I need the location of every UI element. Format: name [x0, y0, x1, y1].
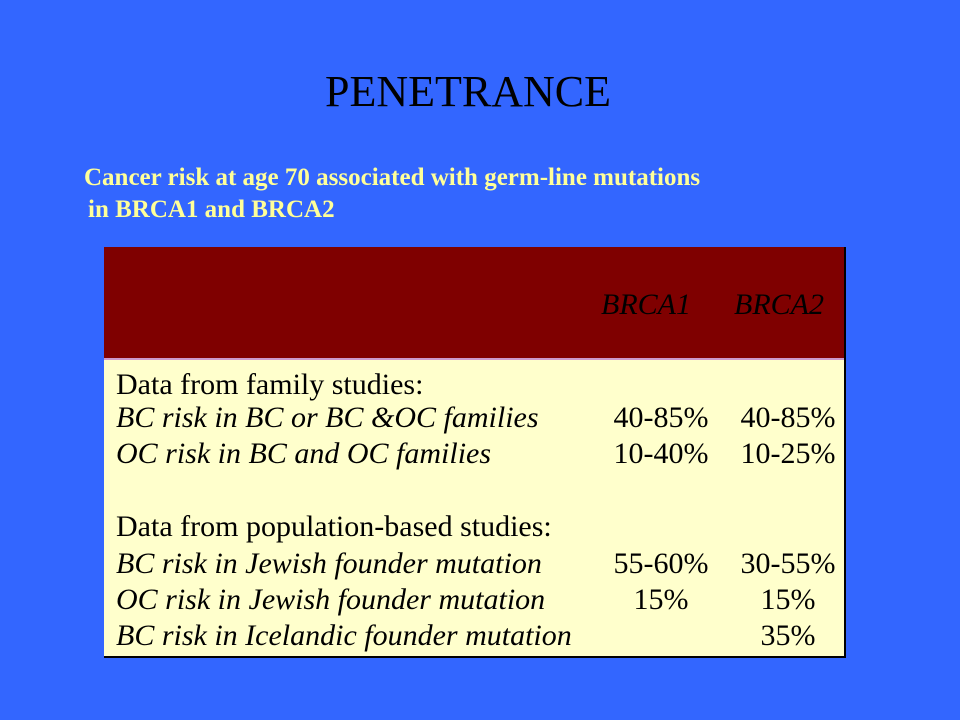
row-label: BC risk in Jewish founder mutation [116, 547, 542, 580]
row-label: BC risk in BC or BC &OC families [116, 401, 539, 434]
brca2-value: 40-85% [740, 401, 836, 434]
column-header-brca1: BRCA1 [601, 288, 691, 321]
table-row: BC risk in Jewish founder mutation 55-60… [116, 546, 836, 582]
brca1-value: 40-85% [613, 401, 709, 434]
row-label: OC risk in BC and OC families [116, 437, 492, 470]
table-row: OC risk in BC and OC families 10-40% 10-… [116, 436, 836, 472]
row-label: Data from population-based studies: [116, 510, 552, 543]
brca1-value: 10-40% [613, 437, 709, 470]
brca1-value: 55-60% [613, 547, 709, 580]
brca2-value: 10-25% [740, 437, 836, 470]
table-header: BRCA1 BRCA2 [104, 247, 844, 360]
penetrance-table: BRCA1 BRCA2 Data from family studies: BC… [104, 247, 846, 658]
brca2-value: 15% [760, 583, 816, 616]
brca2-value: 35% [760, 619, 816, 652]
section-heading-family-studies: Data from family studies: [116, 367, 836, 403]
table-row: BC risk in Icelandic founder mutation 35… [116, 618, 836, 654]
row-label: Data from family studies: [116, 368, 424, 401]
slide-title: PENETRANCE [325, 67, 611, 116]
slide-subtitle: Cancer risk at age 70 associated with ge… [84, 162, 904, 226]
subtitle-line-1: Cancer risk at age 70 associated with ge… [84, 164, 701, 191]
table-row: BC risk in BC or BC &OC families 40-85% … [116, 400, 836, 436]
row-label: BC risk in Icelandic founder mutation [116, 619, 572, 652]
brca2-value: 30-55% [740, 547, 836, 580]
brca1-value: 15% [633, 583, 689, 616]
table-body: Data from family studies: BC risk in BC … [104, 360, 844, 656]
column-header-brca2: BRCA2 [734, 288, 824, 321]
section-heading-population-studies: Data from population-based studies: [116, 509, 836, 545]
subtitle-line-2: in BRCA1 and BRCA2 [88, 196, 335, 223]
table-row: OC risk in Jewish founder mutation 15% 1… [116, 582, 836, 618]
row-label: OC risk in Jewish founder mutation [116, 583, 546, 616]
